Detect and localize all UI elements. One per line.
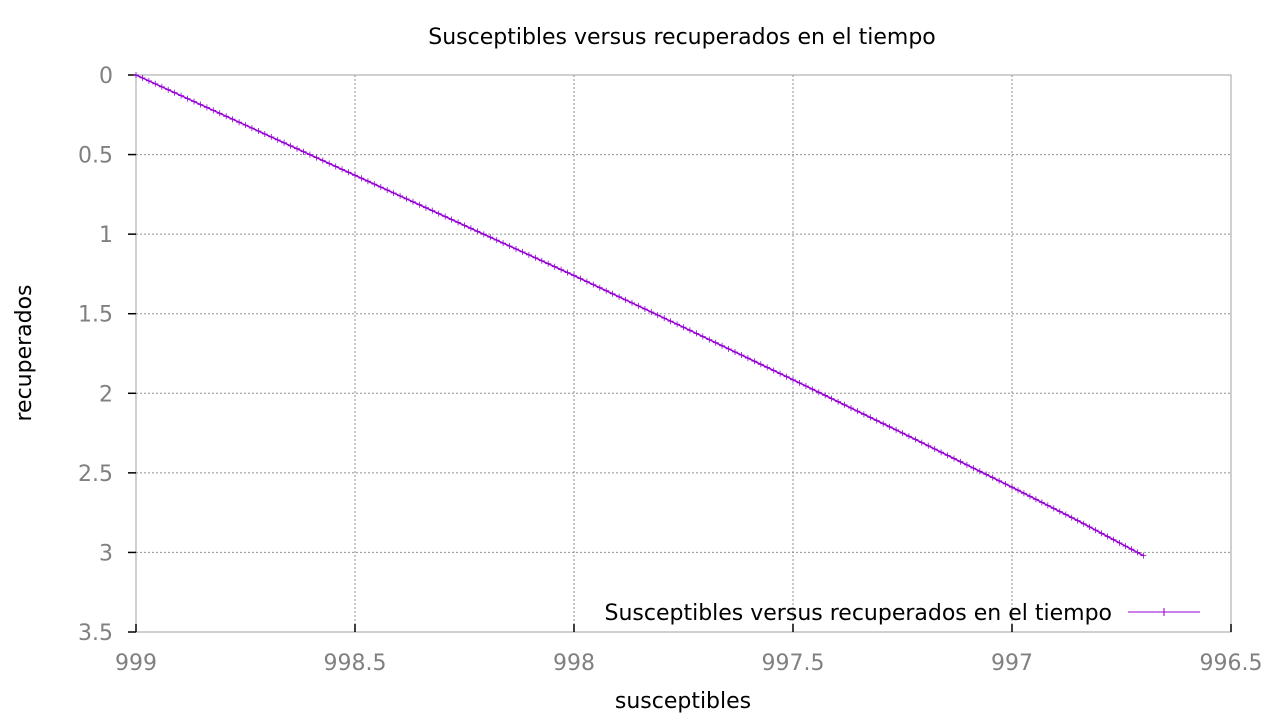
y-tick-label: 3.5 (78, 621, 113, 646)
x-tick-label: 998 (553, 651, 595, 676)
x-tick-label: 996.5 (1200, 651, 1263, 676)
x-tick-label: 999 (115, 651, 157, 676)
y-tick-label: 2 (99, 382, 113, 407)
y-tick-label: 1 (99, 223, 113, 248)
legend-label: Susceptibles versus recuperados en el ti… (604, 601, 1112, 626)
y-tick-label: 2.5 (78, 462, 113, 487)
y-tick-label: 3 (99, 541, 113, 566)
x-axis-label: susceptibles (615, 689, 751, 714)
x-tick-label: 997.5 (762, 651, 825, 676)
y-tick-label: 0.5 (78, 144, 113, 169)
series-layer (133, 72, 1147, 559)
plot-area (135, 74, 1232, 633)
series-markers (133, 72, 1147, 559)
y-tick-label: 1.5 (78, 303, 113, 328)
chart-title: Susceptibles versus recuperados en el ti… (428, 25, 936, 50)
x-tick-label: 997 (991, 651, 1033, 676)
y-axis-label: recuperados (12, 284, 37, 421)
y-tick-label: 0 (99, 64, 113, 89)
grid (135, 74, 1232, 633)
axis-ticks: 999 998.5 998 997.5 997 996.5 0 0.5 1 1.5 2 2.5 3 3.5 (78, 64, 1262, 676)
x-tick-label: 998.5 (324, 651, 387, 676)
series-line (135, 74, 1144, 557)
legend: Susceptibles versus recuperados en el ti… (604, 601, 1200, 626)
